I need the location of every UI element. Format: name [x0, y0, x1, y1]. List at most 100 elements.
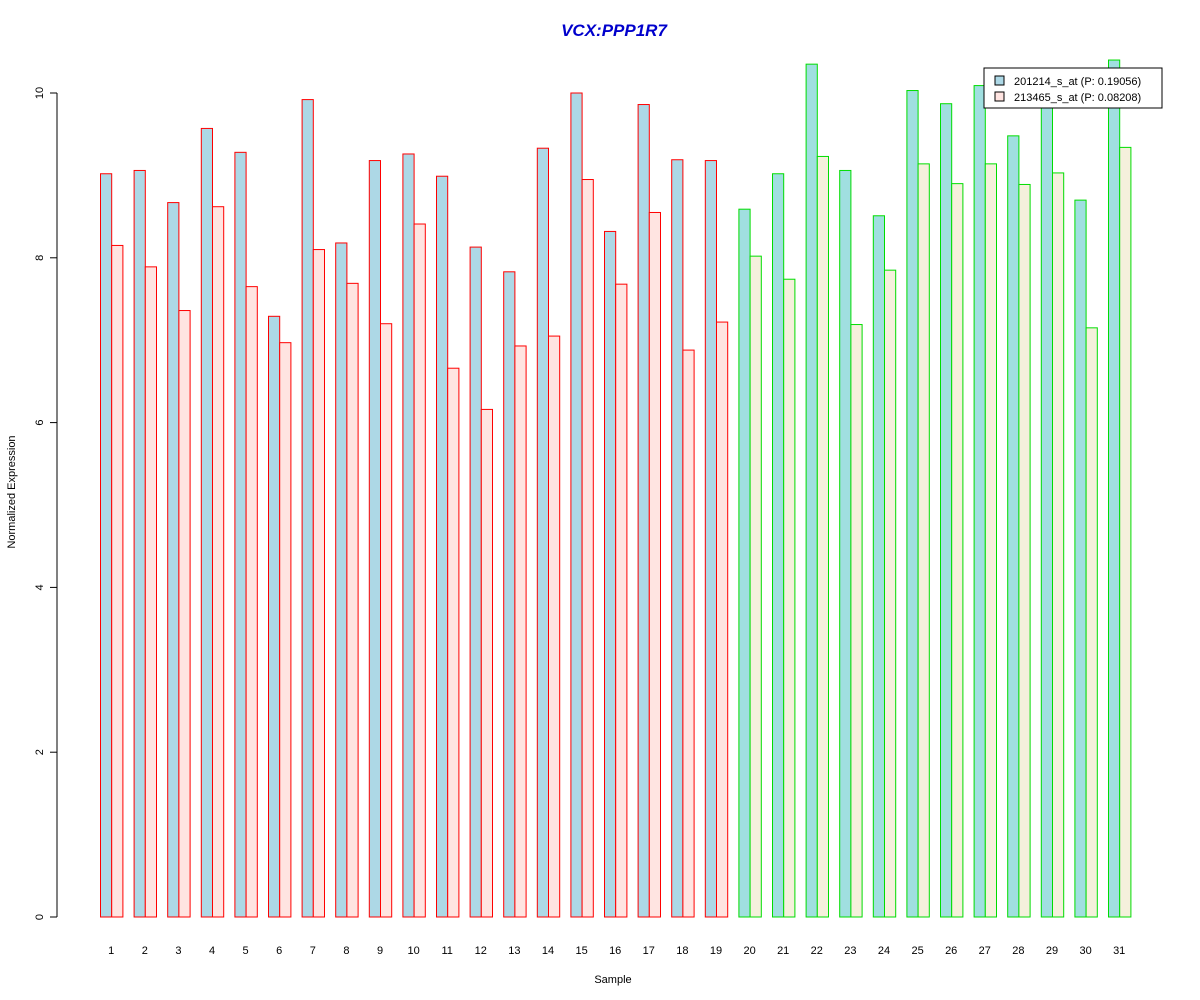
x-tick-label-26: 26 [945, 945, 957, 957]
x-tick-label-30: 30 [1079, 945, 1091, 957]
x-tick-label-4: 4 [209, 945, 215, 957]
bar-213465-sample-18 [682, 349, 695, 918]
bar-201214-sample-12 [469, 246, 482, 918]
bar-201214-sample-25 [906, 90, 919, 918]
bar-201214-sample-2 [133, 169, 146, 918]
legend-label-213465: 213465_s_at (P: 0.08208) [1014, 92, 1141, 104]
bar-201214-sample-1 [100, 173, 113, 918]
x-tick-label-1: 1 [108, 945, 114, 957]
y-tick-label-4: 4 [34, 584, 46, 590]
bar-213465-sample-10 [413, 223, 426, 918]
bar-213465-sample-26 [951, 183, 964, 918]
y-axis-label: Normalized Expression [6, 435, 18, 548]
bar-213465-sample-28 [1018, 183, 1031, 918]
legend-swatch-201214 [994, 75, 1005, 86]
bar-201214-sample-24 [872, 215, 885, 918]
bar-213465-sample-19 [716, 321, 729, 918]
x-tick-label-10: 10 [407, 945, 419, 957]
bar-213465-sample-23 [850, 324, 863, 918]
bar-201214-sample-19 [704, 160, 717, 918]
y-tick-label-6: 6 [34, 420, 46, 426]
bar-201214-sample-9 [368, 160, 381, 918]
x-tick-label-29: 29 [1046, 945, 1058, 957]
bar-213465-sample-21 [783, 278, 796, 918]
bar-201214-sample-22 [805, 63, 818, 918]
x-tick-label-20: 20 [743, 945, 755, 957]
x-tick-label-17: 17 [643, 945, 655, 957]
bar-213465-sample-2 [144, 266, 158, 918]
x-tick-label-9: 9 [377, 945, 383, 957]
legend: 201214_s_at (P: 0.19056) 213465_s_at (P: … [983, 67, 1163, 109]
legend-label-201214: 201214_s_at (P: 0.19056) [1014, 76, 1141, 88]
bar-201214-sample-10 [402, 153, 415, 918]
x-tick-label-5: 5 [243, 945, 249, 957]
bar-201214-sample-20 [738, 208, 751, 918]
bar-201214-sample-16 [604, 230, 617, 918]
bar-201214-sample-13 [503, 271, 516, 918]
y-tick-label-8: 8 [34, 255, 46, 261]
bar-201214-sample-27 [973, 85, 986, 918]
bar-213465-sample-6 [279, 342, 292, 918]
bars-group [100, 59, 1132, 918]
bar-201214-sample-8 [335, 242, 348, 918]
x-tick-label-18: 18 [676, 945, 688, 957]
legend-swatch-213465 [994, 91, 1005, 102]
x-tick-label-23: 23 [844, 945, 856, 957]
bar-213465-sample-17 [648, 211, 661, 918]
chart-title: VCX:PPP1R7 [561, 21, 668, 40]
y-tick-label-2: 2 [34, 749, 46, 755]
x-tick-label-22: 22 [811, 945, 823, 957]
bar-213465-sample-30 [1085, 327, 1098, 918]
bar-213465-sample-13 [514, 345, 527, 918]
bar-213465-sample-24 [884, 269, 897, 918]
bar-213465-sample-20 [749, 255, 762, 918]
y-axis: 0 2 4 6 8 10 [34, 87, 58, 920]
bar-201214-sample-18 [671, 159, 684, 918]
x-tick-label-28: 28 [1012, 945, 1024, 957]
x-tick-label-16: 16 [609, 945, 621, 957]
bar-213465-sample-14 [548, 335, 561, 918]
bar-201214-sample-17 [637, 104, 650, 918]
x-tick-label-2: 2 [142, 945, 148, 957]
bar-213465-sample-12 [480, 408, 493, 918]
bar-213465-sample-7 [312, 249, 325, 918]
x-tick-label-7: 7 [310, 945, 316, 957]
bar-201214-sample-14 [536, 147, 549, 918]
bar-213465-sample-29 [1052, 172, 1065, 918]
bar-201214-sample-11 [436, 175, 449, 918]
bar-201214-sample-3 [167, 202, 180, 918]
bar-213465-sample-25 [917, 163, 930, 918]
bar-213465-sample-5 [245, 286, 258, 918]
bar-201214-sample-15 [570, 92, 583, 918]
x-tick-label-19: 19 [710, 945, 722, 957]
x-axis-label: Sample [594, 974, 631, 986]
bar-201214-sample-6 [268, 315, 281, 918]
bar-201214-sample-21 [772, 173, 785, 918]
x-tick-label-25: 25 [911, 945, 923, 957]
x-tick-label-14: 14 [542, 945, 554, 957]
y-tick-label-10: 10 [34, 87, 46, 99]
y-tick-label-0: 0 [34, 914, 46, 920]
x-tick-label-11: 11 [441, 945, 452, 957]
x-tick-label-13: 13 [508, 945, 520, 957]
x-tick-label-8: 8 [343, 945, 349, 957]
bar-213465-sample-8 [346, 282, 359, 918]
x-tick-label-12: 12 [475, 945, 487, 957]
x-tick-label-15: 15 [575, 945, 587, 957]
bar-213465-sample-4 [212, 206, 225, 918]
bar-213465-sample-27 [984, 163, 997, 918]
bar-201214-sample-31 [1108, 59, 1121, 918]
bar-213465-sample-9 [380, 323, 393, 918]
bar-201214-sample-26 [940, 103, 953, 918]
bar-201214-sample-28 [1007, 135, 1020, 918]
bar-213465-sample-22 [816, 155, 829, 918]
bar-213465-sample-31 [1119, 146, 1132, 918]
x-tick-labels: 1 2 3 4 5 6 7 8 9 10 11 12 13 14 15 16 17 18 19 20 21 22 23 24 2… [108, 945, 1125, 957]
bar-213465-sample-15 [581, 179, 594, 918]
x-tick-label-21: 21 [777, 945, 789, 957]
bar-201214-sample-30 [1074, 199, 1087, 918]
x-tick-label-3: 3 [175, 945, 181, 957]
x-tick-label-24: 24 [878, 945, 890, 957]
bar-213465-sample-16 [615, 283, 628, 918]
